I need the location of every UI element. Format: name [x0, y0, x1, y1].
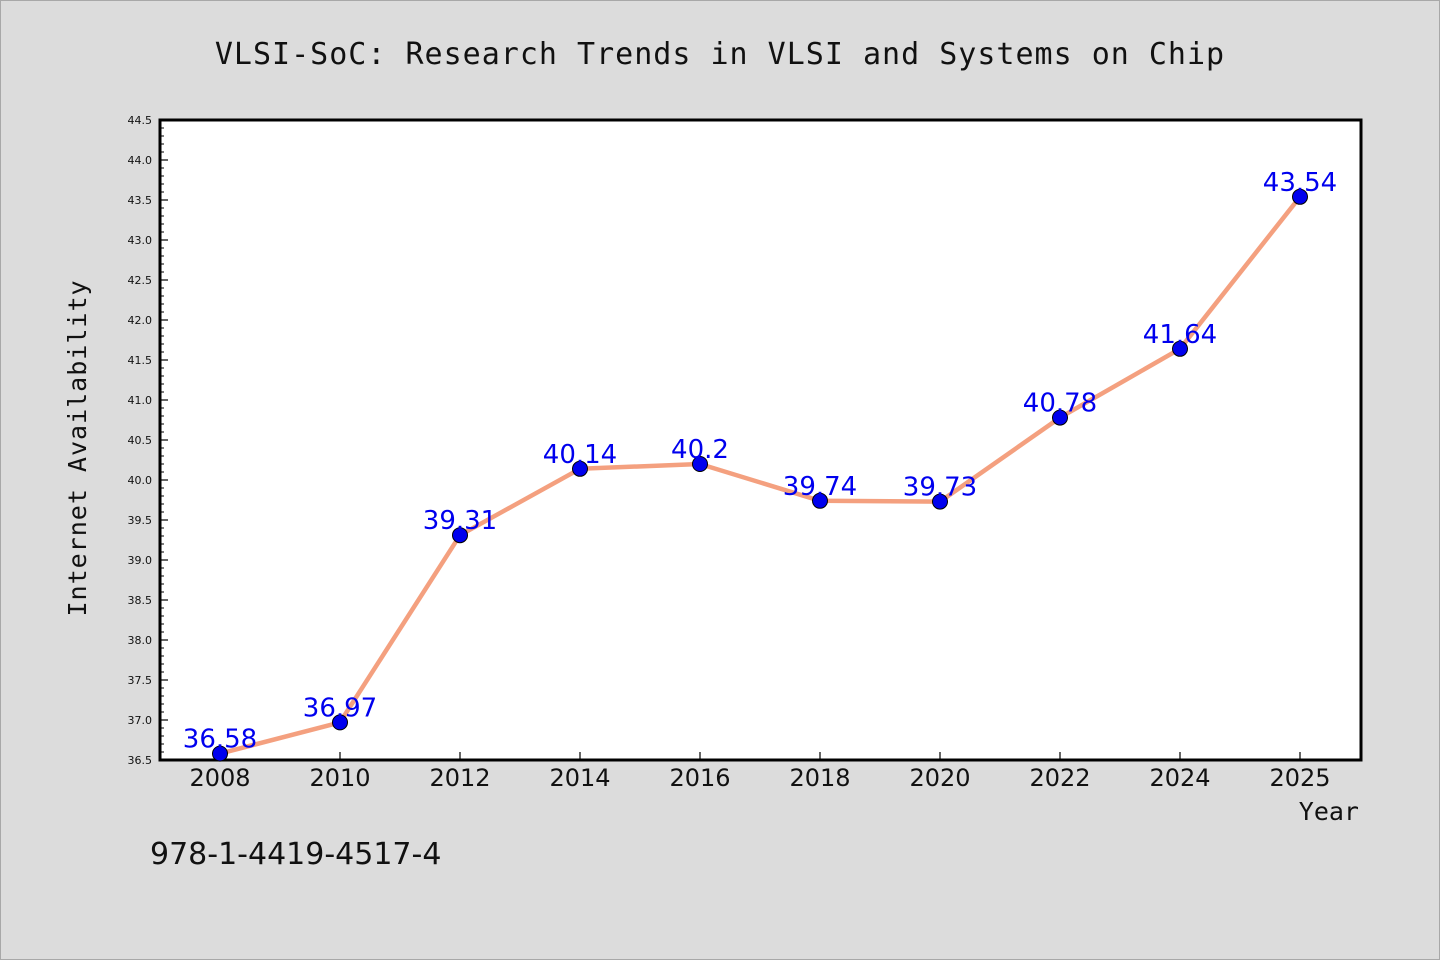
- data-label: 40.14: [543, 440, 617, 470]
- data-point: [1292, 188, 1308, 205]
- y-tick-label: 40.0: [128, 474, 153, 487]
- y-axis-ticks: 36.5 37.0 37.5 38.0 38.5 39.0 39.5 40.0 40.5 41.0…: [128, 114, 168, 767]
- x-tick-label: 2014: [549, 764, 610, 792]
- data-point: [212, 745, 228, 762]
- chart-title: VLSI-SoC: Research Trends in VLSI and Sy…: [215, 37, 1225, 72]
- y-tick-label: 37.0: [128, 714, 153, 727]
- data-label: 40.78: [1023, 389, 1097, 419]
- y-tick-label: 37.5: [128, 674, 153, 687]
- data-label: 39.31: [423, 506, 497, 536]
- y-tick-label: 39.5: [128, 514, 153, 527]
- series-markers: [212, 188, 1308, 762]
- y-axis-label: Internet Availability: [63, 279, 92, 616]
- data-point: [692, 456, 708, 472]
- y-tick-label: 36.5: [128, 754, 153, 767]
- series-line: [217, 194, 1303, 756]
- y-tick-label: 41.0: [128, 394, 153, 407]
- data-point: [1052, 409, 1068, 426]
- data-point: [452, 527, 468, 544]
- x-tick-label: 2020: [909, 764, 970, 792]
- y-tick-label: 42.0: [128, 314, 153, 327]
- series-line-group: [217, 194, 1303, 756]
- data-labels: 36.58 36.97 39.31 40.14 40.2 39.74 39.73 40.78 4…: [183, 168, 1337, 755]
- y-tick-label: 39.0: [128, 554, 153, 567]
- data-label: 40.2: [671, 435, 729, 465]
- y-tick-label: 41.5: [128, 354, 153, 367]
- y-tick-label: 38.5: [128, 594, 153, 607]
- x-tick-label: 2018: [789, 764, 850, 792]
- x-tick-label: 2025: [1269, 764, 1330, 792]
- y-tick-label: 43.5: [128, 194, 153, 207]
- y-tick-label: 44.5: [128, 114, 153, 127]
- x-tick-label: 2024: [1149, 764, 1210, 792]
- data-label: 39.73: [903, 473, 977, 503]
- x-tick-label: 2012: [429, 764, 490, 792]
- y-tick-label: 40.5: [128, 434, 153, 447]
- data-point: [932, 493, 948, 510]
- footer-isbn: 978-1-4419-4517-4: [150, 837, 441, 872]
- x-tick-label: 2016: [669, 764, 730, 792]
- y-tick-label: 44.0: [128, 154, 153, 167]
- data-label: 39.74: [783, 472, 857, 502]
- x-tick-label: 2010: [309, 764, 370, 792]
- plot-area: [158, 118, 1363, 762]
- data-point: [332, 714, 348, 731]
- data-point: [1172, 340, 1188, 357]
- y-tick-label: 42.5: [128, 274, 153, 287]
- x-axis-ticks: 2008 2010 2012 2014 2016 2018 2020 2022 2024 2025: [189, 752, 1331, 792]
- data-label: 36.97: [303, 693, 377, 723]
- x-tick-label: 2008: [189, 764, 250, 792]
- y-tick-label: 43.0: [128, 234, 153, 247]
- data-label: 41.64: [1143, 320, 1217, 350]
- y-tick-label: 38.0: [128, 634, 153, 647]
- x-axis-label: Year: [1299, 797, 1359, 826]
- data-label: 43.54: [1263, 168, 1337, 198]
- data-label: 36.58: [183, 725, 257, 755]
- data-point: [572, 460, 588, 477]
- x-tick-label: 2022: [1029, 764, 1090, 792]
- data-point: [812, 492, 828, 509]
